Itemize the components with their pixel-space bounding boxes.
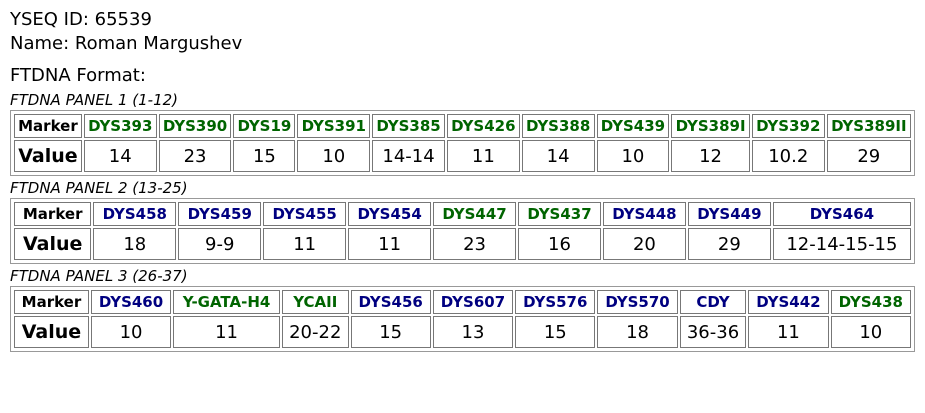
format-heading: FTDNA Format:: [10, 65, 146, 86]
marker-value: 23: [433, 228, 517, 260]
marker-name: DYS607: [432, 290, 514, 314]
marker-value: 15: [233, 140, 296, 172]
marker-value: 18: [93, 228, 177, 260]
panel-box: Marker DYS460 Y-GATA-H4 YCAII DYS456 DYS607 DY…: [10, 286, 915, 352]
marker-value: 11: [263, 228, 347, 260]
marker-value: 20-22: [281, 316, 349, 348]
marker-row: Marker DYS460 Y-GATA-H4 YCAII DYS456 DYS607 DY…: [14, 290, 911, 314]
marker-name: DYS464: [772, 202, 911, 226]
marker-name: DYS459: [178, 202, 262, 226]
marker-name: DYS393: [83, 114, 157, 138]
marker-value: 18: [597, 316, 678, 348]
row-label: Marker: [14, 202, 92, 226]
row-label: Value: [14, 316, 89, 348]
row-label: Value: [14, 140, 82, 172]
marker-name: DYS576: [515, 290, 596, 314]
table-body: Marker DYS460 Y-GATA-H4 YCAII DYS456 DYS607 DY…: [14, 290, 911, 348]
marker-name: DYS456: [350, 290, 431, 314]
marker-value: 23: [158, 140, 232, 172]
person-name: Name: Roman Margushev: [10, 33, 243, 54]
marker-name: DYS389I: [671, 114, 750, 138]
marker-value: 10: [90, 316, 172, 348]
marker-value: 13: [432, 316, 514, 348]
marker-value: 16: [518, 228, 601, 260]
panel-title: FTDNA PANEL 1 (1-12): [10, 91, 179, 109]
row-label: Marker: [14, 114, 82, 138]
panel-title: FTDNA PANEL 2 (13-25): [10, 179, 188, 197]
marker-value: 10: [596, 140, 670, 172]
marker-value: 15: [350, 316, 431, 348]
table-body: Marker DYS458 DYS459 DYS455 DYS454 DYS447 DYS4…: [14, 202, 911, 260]
row-label: Value: [14, 228, 92, 260]
marker-name: DYS460: [90, 290, 172, 314]
marker-row: Marker DYS393 DYS390 DYS19 DYS391 DYS385 DYS42…: [14, 114, 911, 138]
marker-value: 10: [297, 140, 371, 172]
marker-name: DYS388: [521, 114, 595, 138]
marker-value: 11: [446, 140, 520, 172]
marker-name: DYS458: [93, 202, 177, 226]
marker-name: DYS391: [297, 114, 371, 138]
marker-value: 12: [671, 140, 750, 172]
marker-name: DYS438: [830, 290, 911, 314]
value-row: Value 10 11 20-22 15 13 15 18 36-36 11 10: [14, 316, 911, 348]
marker-value: 11: [173, 316, 280, 348]
panel-box: Marker DYS458 DYS459 DYS455 DYS454 DYS447 DYS4…: [10, 198, 915, 264]
row-label: Marker: [14, 290, 89, 314]
marker-value: 14: [521, 140, 595, 172]
marker-name: DYS570: [597, 290, 678, 314]
marker-value: 10: [830, 316, 911, 348]
value-row: Value 14 23 15 10 14-14 11 14 10 12 10.2 29: [14, 140, 911, 172]
marker-name: YCAII: [281, 290, 349, 314]
marker-value: 12-14-15-15: [772, 228, 911, 260]
panel-box: Marker DYS393 DYS390 DYS19 DYS391 DYS385 DYS42…: [10, 110, 915, 176]
marker-row: Marker DYS458 DYS459 DYS455 DYS454 DYS447 DYS4…: [14, 202, 911, 226]
marker-name: DYS449: [687, 202, 771, 226]
marker-value: 29: [687, 228, 771, 260]
marker-name: CDY: [679, 290, 747, 314]
marker-value: 9-9: [178, 228, 262, 260]
marker-table: Marker DYS393 DYS390 DYS19 DYS391 DYS385 DYS42…: [12, 112, 913, 174]
marker-value: 11: [748, 316, 829, 348]
value-row: Value 18 9-9 11 11 23 16 20 29 12-14-15-15: [14, 228, 911, 260]
document: YSEQ ID: 65539 Name: Roman Margushev FTD…: [10, 9, 915, 352]
marker-name: DYS439: [596, 114, 670, 138]
marker-name: DYS454: [348, 202, 432, 226]
marker-name: DYS455: [263, 202, 347, 226]
marker-name: DYS385: [372, 114, 445, 138]
marker-value: 10.2: [751, 140, 825, 172]
marker-value: 29: [826, 140, 911, 172]
marker-name: DYS19: [233, 114, 296, 138]
marker-value: 14: [83, 140, 157, 172]
marker-name: DYS437: [518, 202, 601, 226]
marker-name: DYS392: [751, 114, 825, 138]
marker-table: Marker DYS460 Y-GATA-H4 YCAII DYS456 DYS607 DY…: [12, 288, 913, 350]
marker-value: 15: [515, 316, 596, 348]
marker-name: DYS442: [748, 290, 829, 314]
marker-value: 20: [602, 228, 686, 260]
marker-name: DYS426: [446, 114, 520, 138]
marker-value: 14-14: [372, 140, 445, 172]
marker-table: Marker DYS458 DYS459 DYS455 DYS454 DYS447 DYS4…: [12, 200, 913, 262]
panels: FTDNA PANEL 1 (1-12) Marker DYS393 DYS390 DY…: [10, 90, 915, 352]
table-body: Marker DYS393 DYS390 DYS19 DYS391 DYS385 DYS42…: [14, 114, 911, 172]
marker-name: DYS448: [602, 202, 686, 226]
marker-name: Y-GATA-H4: [173, 290, 280, 314]
marker-name: DYS447: [433, 202, 517, 226]
marker-name: DYS390: [158, 114, 232, 138]
marker-value: 36-36: [679, 316, 747, 348]
yseq-id: YSEQ ID: 65539: [10, 9, 152, 30]
panel-title: FTDNA PANEL 3 (26-37): [10, 267, 188, 285]
marker-value: 11: [348, 228, 432, 260]
marker-name: DYS389II: [826, 114, 911, 138]
